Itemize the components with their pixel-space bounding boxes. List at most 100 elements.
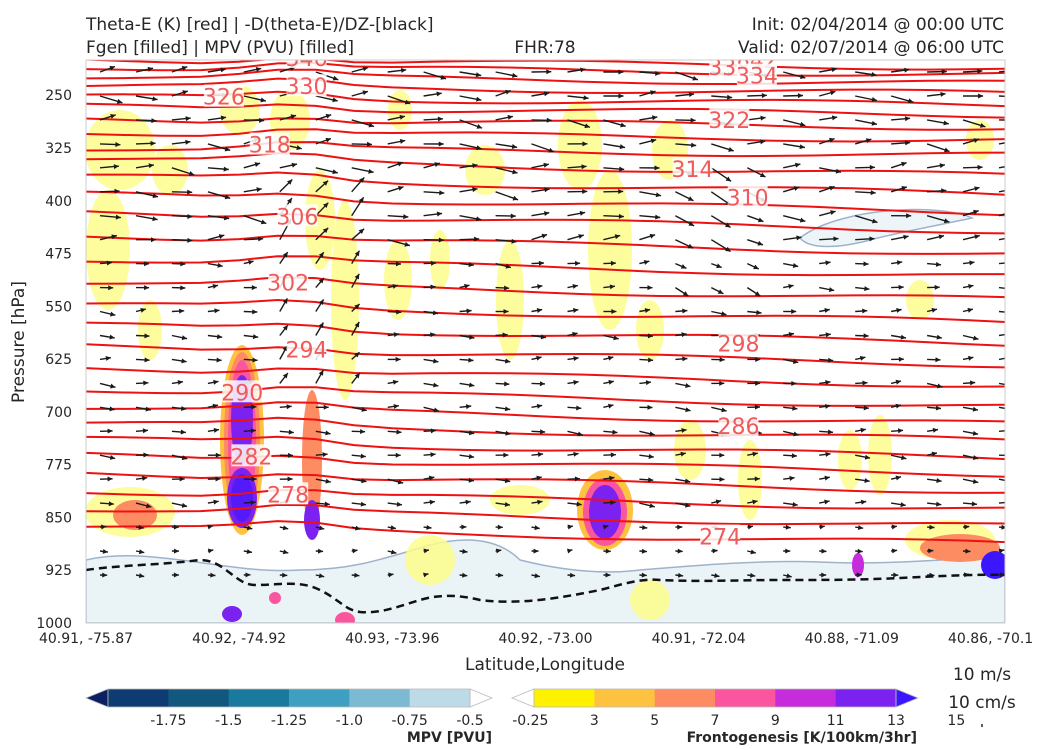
theta-e-contour <box>86 503 1005 526</box>
wind-vector-head <box>719 357 725 363</box>
wind-vector-head <box>792 359 799 364</box>
wind-vector-head <box>716 263 722 269</box>
wind-vector-head <box>935 357 941 363</box>
wind-vector-head <box>998 548 1005 554</box>
theta-e-contour <box>86 367 1005 388</box>
wind-vector-head <box>548 147 555 153</box>
wind-vector-head <box>796 235 802 241</box>
wind-vector-head <box>825 451 831 457</box>
wind-vector-head <box>142 428 148 434</box>
wind-vector-head <box>869 236 875 242</box>
wind-vector-head <box>396 429 402 435</box>
theta-e-contour-label: 274 <box>699 526 741 551</box>
wind-vector-head <box>430 332 436 338</box>
wind-vector-head <box>185 139 191 145</box>
wind-vector-head <box>246 549 253 555</box>
wind-vector-head <box>785 524 791 530</box>
theta-e-contour <box>86 190 1005 217</box>
x-tick-label: 40.88, -71.09 <box>805 631 899 647</box>
wind-vector-head <box>322 227 329 234</box>
wind-vector-head <box>434 162 440 167</box>
wind-vector-head <box>825 380 831 385</box>
wind-vector-head <box>296 145 302 151</box>
colorbar-outline <box>107 688 471 708</box>
wind-vector-head <box>474 236 480 242</box>
wind-vector-head <box>610 500 616 506</box>
y-tick-label: 700 <box>45 405 72 421</box>
colorbar-tick-label: 9 <box>771 713 780 729</box>
x-tick-label: 40.92, -73.00 <box>498 631 592 647</box>
colorbar-tick-label: 3 <box>590 713 599 729</box>
wind-vector-head <box>647 404 653 410</box>
wind-vector-head <box>1014 118 1019 123</box>
wind-vector <box>998 142 1005 145</box>
wind-vector-head <box>151 118 157 124</box>
wind-vector-head <box>216 334 223 340</box>
wind-vector-head <box>332 75 339 81</box>
wind-vector-head <box>258 236 264 242</box>
wind-vector-head <box>860 499 867 505</box>
wind-vector-head <box>472 187 478 193</box>
wind-vector-head <box>719 452 725 458</box>
wind-vector-head <box>152 193 158 199</box>
wind-vector-head <box>602 524 609 530</box>
wind-vector-head <box>388 572 394 578</box>
wind-vector-head <box>932 427 939 433</box>
wind-vector-head <box>690 117 696 123</box>
wind-vector-head <box>939 163 945 169</box>
wind-vector-head <box>644 308 651 313</box>
wind-vector-head <box>830 210 836 215</box>
wind-vector-head <box>150 237 156 243</box>
wind-vector-head <box>115 141 121 147</box>
wind-vector-head <box>433 382 439 388</box>
wind-vector-head <box>358 197 364 203</box>
wind-vector-head <box>827 357 834 363</box>
wind-vector-head <box>929 524 935 530</box>
wind-vector-head <box>891 548 898 554</box>
wind-vector-head <box>655 192 662 198</box>
wind-vector-head <box>754 404 760 410</box>
wind-vector-head <box>354 273 360 280</box>
wind-vector-head <box>534 525 540 531</box>
wind-vector-head <box>941 188 947 194</box>
wind-vector-head <box>138 524 144 530</box>
wind-vector-head <box>643 259 650 265</box>
wind-vector-head <box>282 325 288 331</box>
wind-vector-head <box>726 94 733 100</box>
wind-vector-head <box>965 548 971 554</box>
wind-vector-head <box>468 382 475 388</box>
wind-vector-head <box>250 500 256 506</box>
wind-vector-head <box>144 285 150 291</box>
wind-vector-head <box>317 548 324 554</box>
wind-vector-head <box>214 308 220 314</box>
wind-vector-head <box>575 260 581 266</box>
wind-vector-head <box>940 91 946 97</box>
wind-vector-head <box>647 357 654 363</box>
wind-vector-head <box>224 146 231 152</box>
wind-vector-head <box>618 189 624 195</box>
wind-vector-head <box>619 144 626 150</box>
wind-vector-head <box>286 404 292 410</box>
wind-vector-head <box>503 452 509 458</box>
wind-vector-head <box>936 334 942 340</box>
wind-vector-head <box>475 216 482 222</box>
wind-vector-head <box>1006 261 1011 266</box>
wind-vector-head <box>476 124 483 129</box>
wind-vector-head <box>426 524 432 530</box>
wind-vector-head <box>792 501 798 507</box>
wind-vector-head <box>187 237 193 243</box>
wind-vector-head <box>999 572 1005 578</box>
wind-vector-head <box>109 455 116 460</box>
theta-e-contour-labels: 346 3423383343303263223183143103063022982… <box>203 60 778 551</box>
colorbar-tick-label: -1.0 <box>336 713 363 729</box>
wind-vector-head <box>318 322 324 329</box>
wind-vector-head <box>325 430 331 436</box>
wind-vector-head <box>395 261 401 267</box>
wind-vector-head <box>282 525 289 531</box>
wind-vector-head <box>576 405 582 411</box>
wind-vector-head <box>504 358 511 364</box>
wind-vector <box>998 382 1005 386</box>
wind-vector-head <box>472 163 478 169</box>
theta-e-contour-label: 330 <box>286 75 328 100</box>
wind-vector-head <box>865 138 872 144</box>
